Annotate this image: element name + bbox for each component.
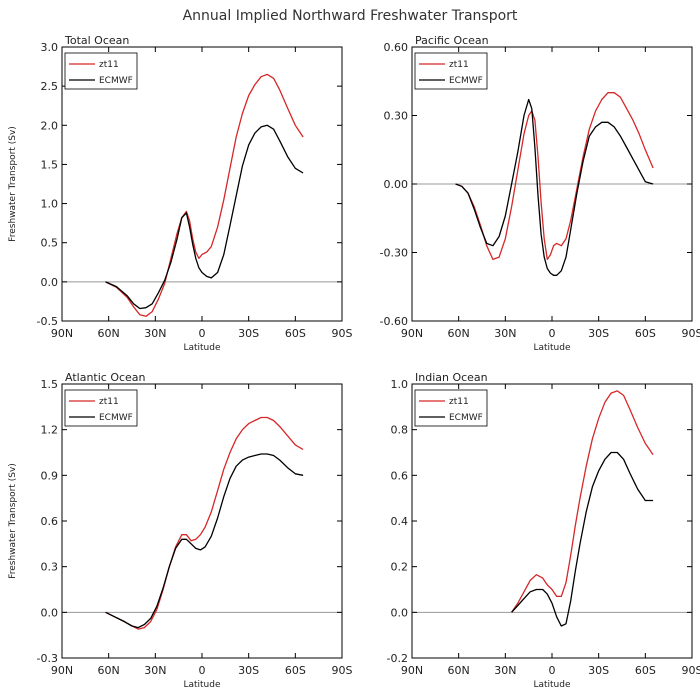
x-axis-label: Latitude xyxy=(183,680,221,690)
y-tick-label: 3.0 xyxy=(41,41,59,54)
x-tick-label: 60S xyxy=(635,327,656,340)
x-tick-label: 30N xyxy=(494,327,516,340)
x-tick-label: 30S xyxy=(238,664,259,677)
x-tick-label: 30N xyxy=(144,664,166,677)
y-tick-label: 0.6 xyxy=(41,515,59,528)
x-axis-label: Latitude xyxy=(183,343,221,353)
y-tick-label: 0.4 xyxy=(391,515,409,528)
x-tick-label: 0 xyxy=(549,327,556,340)
x-tick-label: 60S xyxy=(285,664,306,677)
y-axis-label: Freshwater Transport (Sv) xyxy=(8,126,18,242)
x-tick-label: 0 xyxy=(199,327,206,340)
y-tick-label: 1.0 xyxy=(391,378,409,391)
x-tick-label: 60N xyxy=(98,664,120,677)
x-tick-label: 60S xyxy=(285,327,306,340)
x-tick-label: 90N xyxy=(51,327,73,340)
y-tick-label: 0.9 xyxy=(41,469,59,482)
y-tick-label: -0.30 xyxy=(380,247,408,260)
legend-label: zt11 xyxy=(449,60,469,70)
series-line-ecmwf xyxy=(105,453,304,629)
y-tick-label: 2.5 xyxy=(41,80,59,93)
y-tick-label: 0.6 xyxy=(391,469,409,482)
x-tick-label: 0 xyxy=(549,664,556,677)
y-tick-label: 1.5 xyxy=(41,158,59,171)
series-line-zt11 xyxy=(105,73,304,317)
x-tick-label: 90N xyxy=(401,327,423,340)
figure-title: Annual Implied Northward Freshwater Tran… xyxy=(183,8,518,24)
y-tick-label: -0.60 xyxy=(380,315,408,328)
panel-pacific-ocean: -0.60 -0.30 0.00 0.30 0.60 90N 60N 30N 0 30S 60S 90… xyxy=(380,34,700,353)
y-tick-label: 1.5 xyxy=(41,378,59,391)
y-tick-label: -0.5 xyxy=(37,315,58,328)
legend-box xyxy=(414,52,488,90)
legend-label: zt11 xyxy=(99,397,119,407)
panel-atlantic-ocean: -0.3 0.0 0.3 0.6 0.9 1.2 1.5 90N 60N 30N 0 30S 60S 90… xyxy=(8,371,353,690)
x-tick-label: 90N xyxy=(401,664,423,677)
x-tick-label: 90N xyxy=(51,664,73,677)
x-tick-label: 90S xyxy=(332,664,353,677)
y-tick-label: 1.2 xyxy=(41,424,59,437)
series-line-zt11 xyxy=(511,390,654,613)
y-tick-label: 0.60 xyxy=(384,41,409,54)
x-tick-label: 60N xyxy=(98,327,120,340)
y-tick-label: 0.5 xyxy=(41,237,59,250)
series-line-ecmwf xyxy=(511,451,654,627)
legend-box xyxy=(414,389,488,427)
y-tick-label: 1.0 xyxy=(41,198,59,211)
y-tick-label: 2.0 xyxy=(41,119,59,132)
panel-title: Atlantic Ocean xyxy=(65,371,146,384)
y-tick-label: 0.0 xyxy=(41,606,59,619)
legend-label: ECMWF xyxy=(449,413,483,423)
panel-title: Total Ocean xyxy=(64,34,129,47)
y-tick-label: 0.2 xyxy=(391,561,409,574)
y-tick-label: -0.3 xyxy=(37,652,58,665)
x-tick-label: 30S xyxy=(588,327,609,340)
y-tick-label: 0.30 xyxy=(384,110,409,123)
x-tick-label: 60S xyxy=(635,664,656,677)
x-tick-label: 60N xyxy=(448,327,470,340)
x-axis-label: Latitude xyxy=(533,343,571,353)
x-tick-label: 30N xyxy=(494,664,516,677)
legend-label: ECMWF xyxy=(449,76,483,86)
series-line-ecmwf xyxy=(455,98,654,276)
series-line-zt11 xyxy=(455,92,654,261)
series-line-zt11 xyxy=(105,416,304,630)
y-tick-label: 0.0 xyxy=(391,606,409,619)
panel-title: Pacific Ocean xyxy=(415,34,489,47)
legend-box xyxy=(64,52,138,90)
x-tick-label: 30N xyxy=(144,327,166,340)
x-tick-label: 90S xyxy=(682,327,700,340)
x-tick-label: 0 xyxy=(199,664,206,677)
y-tick-label: 0.0 xyxy=(41,276,59,289)
y-tick-label: -0.2 xyxy=(387,652,408,665)
legend-label: zt11 xyxy=(449,397,469,407)
x-axis-label: Latitude xyxy=(533,680,571,690)
panel-indian-ocean: -0.2 0.0 0.2 0.4 0.6 0.8 1.0 90N 60N 30N 0 30S 60S 90… xyxy=(387,371,700,690)
y-tick-label: 0.00 xyxy=(384,178,409,191)
legend-label: zt11 xyxy=(99,60,119,70)
x-tick-label: 30S xyxy=(588,664,609,677)
x-tick-label: 90S xyxy=(332,327,353,340)
legend-label: ECMWF xyxy=(99,413,133,423)
legend-box xyxy=(64,389,138,427)
panel-title: Indian Ocean xyxy=(415,371,488,384)
series-line-ecmwf xyxy=(105,124,304,310)
x-tick-label: 60N xyxy=(448,664,470,677)
y-tick-label: 0.8 xyxy=(391,424,409,437)
y-axis-label: Freshwater Transport (Sv) xyxy=(8,463,18,579)
x-tick-label: 30S xyxy=(238,327,259,340)
panel-total-ocean: -0.5 0.0 0.5 1.0 1.5 2.0 2.5 3.0 90N 60N 30N 0 30S 60… xyxy=(8,34,353,353)
x-tick-label: 90S xyxy=(682,664,700,677)
legend-label: ECMWF xyxy=(99,76,133,86)
y-tick-label: 0.3 xyxy=(41,561,59,574)
